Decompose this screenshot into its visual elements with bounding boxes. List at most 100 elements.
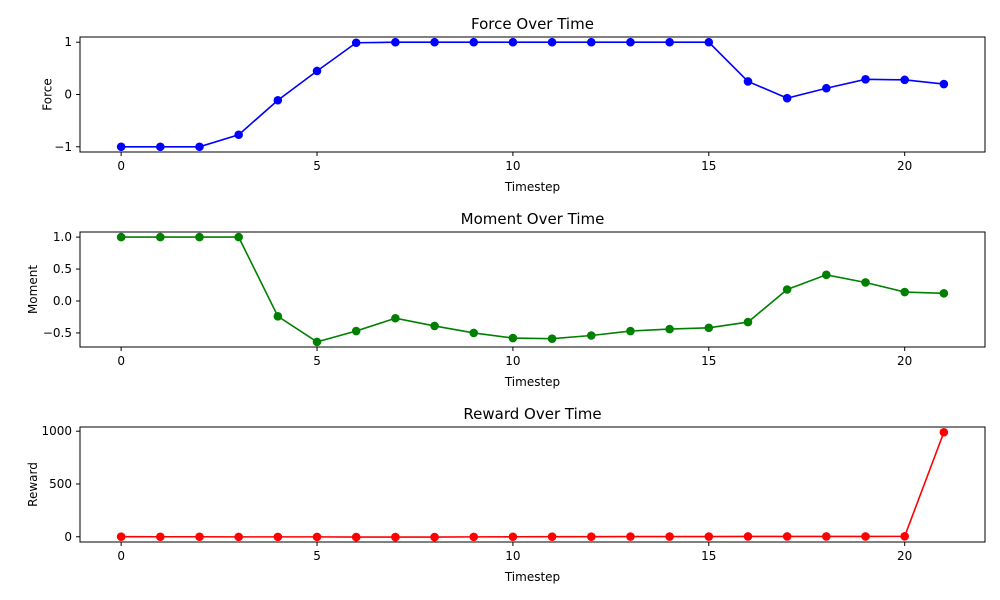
x-axis-label: Timestep [504,570,560,584]
chart-title: Reward Over Time [463,405,601,423]
x-tick-label: 5 [313,354,321,368]
y-tick-label: 1.0 [53,230,72,244]
y-tick-label: 0.0 [53,294,72,308]
data-point [430,321,439,331]
axes-frame [79,231,986,348]
chart-panel-0: Force Over Time 0 5 10 15 20 −1 0 1 Timestep Force [41,15,986,194]
data-point [469,328,479,338]
data-point [861,532,870,541]
data-point [273,95,283,105]
data-point [704,532,714,541]
y-axis-label: Reward [26,462,40,507]
data-point [391,313,400,323]
data-point [822,83,831,93]
data-point [900,532,909,541]
data-point [626,532,635,541]
data-point [273,532,283,542]
data-point [822,532,831,541]
data-point [547,37,557,47]
data-point [822,270,831,280]
data-point [939,289,949,298]
data-point [626,326,635,336]
y-axis-label: Moment [26,265,40,314]
data-point [939,79,949,89]
data-point [116,532,126,541]
x-tick-label: 10 [505,159,520,173]
y-tick-label: 1 [64,35,72,49]
data-point [469,532,479,542]
chart-panel-1: Moment Over Time 0 5 10 15 20 −0.5 0.0 0.5 1.0 Tim… [26,210,986,389]
data-point [312,66,322,76]
data-point [665,532,674,541]
data-point [782,532,792,541]
x-tick-label: 15 [701,159,716,173]
data-point [547,334,557,343]
data-point [273,312,283,321]
series-line [121,236,944,343]
y-tick-label: −1 [54,140,72,154]
y-tick-label: −0.5 [43,326,72,340]
data-point [116,142,126,152]
x-tick-label: 5 [313,549,321,563]
x-tick-label: 0 [117,354,125,368]
data-point [430,37,439,47]
data-point [116,232,126,242]
data-point [195,532,204,542]
data-point [469,37,479,47]
data-point [351,38,361,48]
x-tick-label: 20 [897,354,912,368]
data-point [586,37,596,47]
data-point [704,323,714,333]
x-tick-label: 0 [117,159,125,173]
data-point [743,532,753,541]
data-point [900,287,909,297]
y-tick-label: 0 [64,530,72,544]
axes-frame [79,36,986,153]
data-point [861,278,870,287]
chart-title: Moment Over Time [461,210,605,228]
data-point [391,37,400,47]
data-point [508,532,518,542]
data-point [782,285,792,294]
data-point [900,75,909,85]
chart-title: Force Over Time [471,15,594,33]
data-point [586,532,596,541]
data-point [156,142,165,152]
data-point [626,37,635,47]
y-tick-label: 1000 [41,424,72,438]
data-point [547,532,557,541]
x-tick-label: 15 [701,354,716,368]
x-axis-label: Timestep [504,375,560,389]
data-point [508,333,518,343]
data-point [704,37,714,47]
data-point [156,232,165,242]
series-line [121,41,944,148]
data-point [351,532,361,542]
data-point [195,142,204,152]
y-tick-label: 500 [49,477,72,491]
y-tick-label: 0.5 [53,262,72,276]
data-point [234,130,243,140]
data-point [508,37,518,47]
data-point [665,324,674,334]
data-point [743,317,753,327]
data-point [312,532,322,542]
data-point [312,337,322,347]
data-point [586,331,596,340]
data-point [195,232,204,242]
x-tick-label: 20 [897,159,912,173]
data-point [351,326,361,336]
y-tick-label: 0 [64,88,72,102]
data-point [743,77,753,86]
data-point [430,532,439,542]
x-tick-label: 20 [897,549,912,563]
x-tick-label: 0 [117,549,125,563]
x-tick-label: 10 [505,354,520,368]
data-point [156,532,165,542]
data-point [665,37,674,47]
y-axis-label: Force [41,78,55,110]
data-point [861,75,870,84]
x-axis-label: Timestep [504,180,560,194]
x-tick-label: 5 [313,159,321,173]
